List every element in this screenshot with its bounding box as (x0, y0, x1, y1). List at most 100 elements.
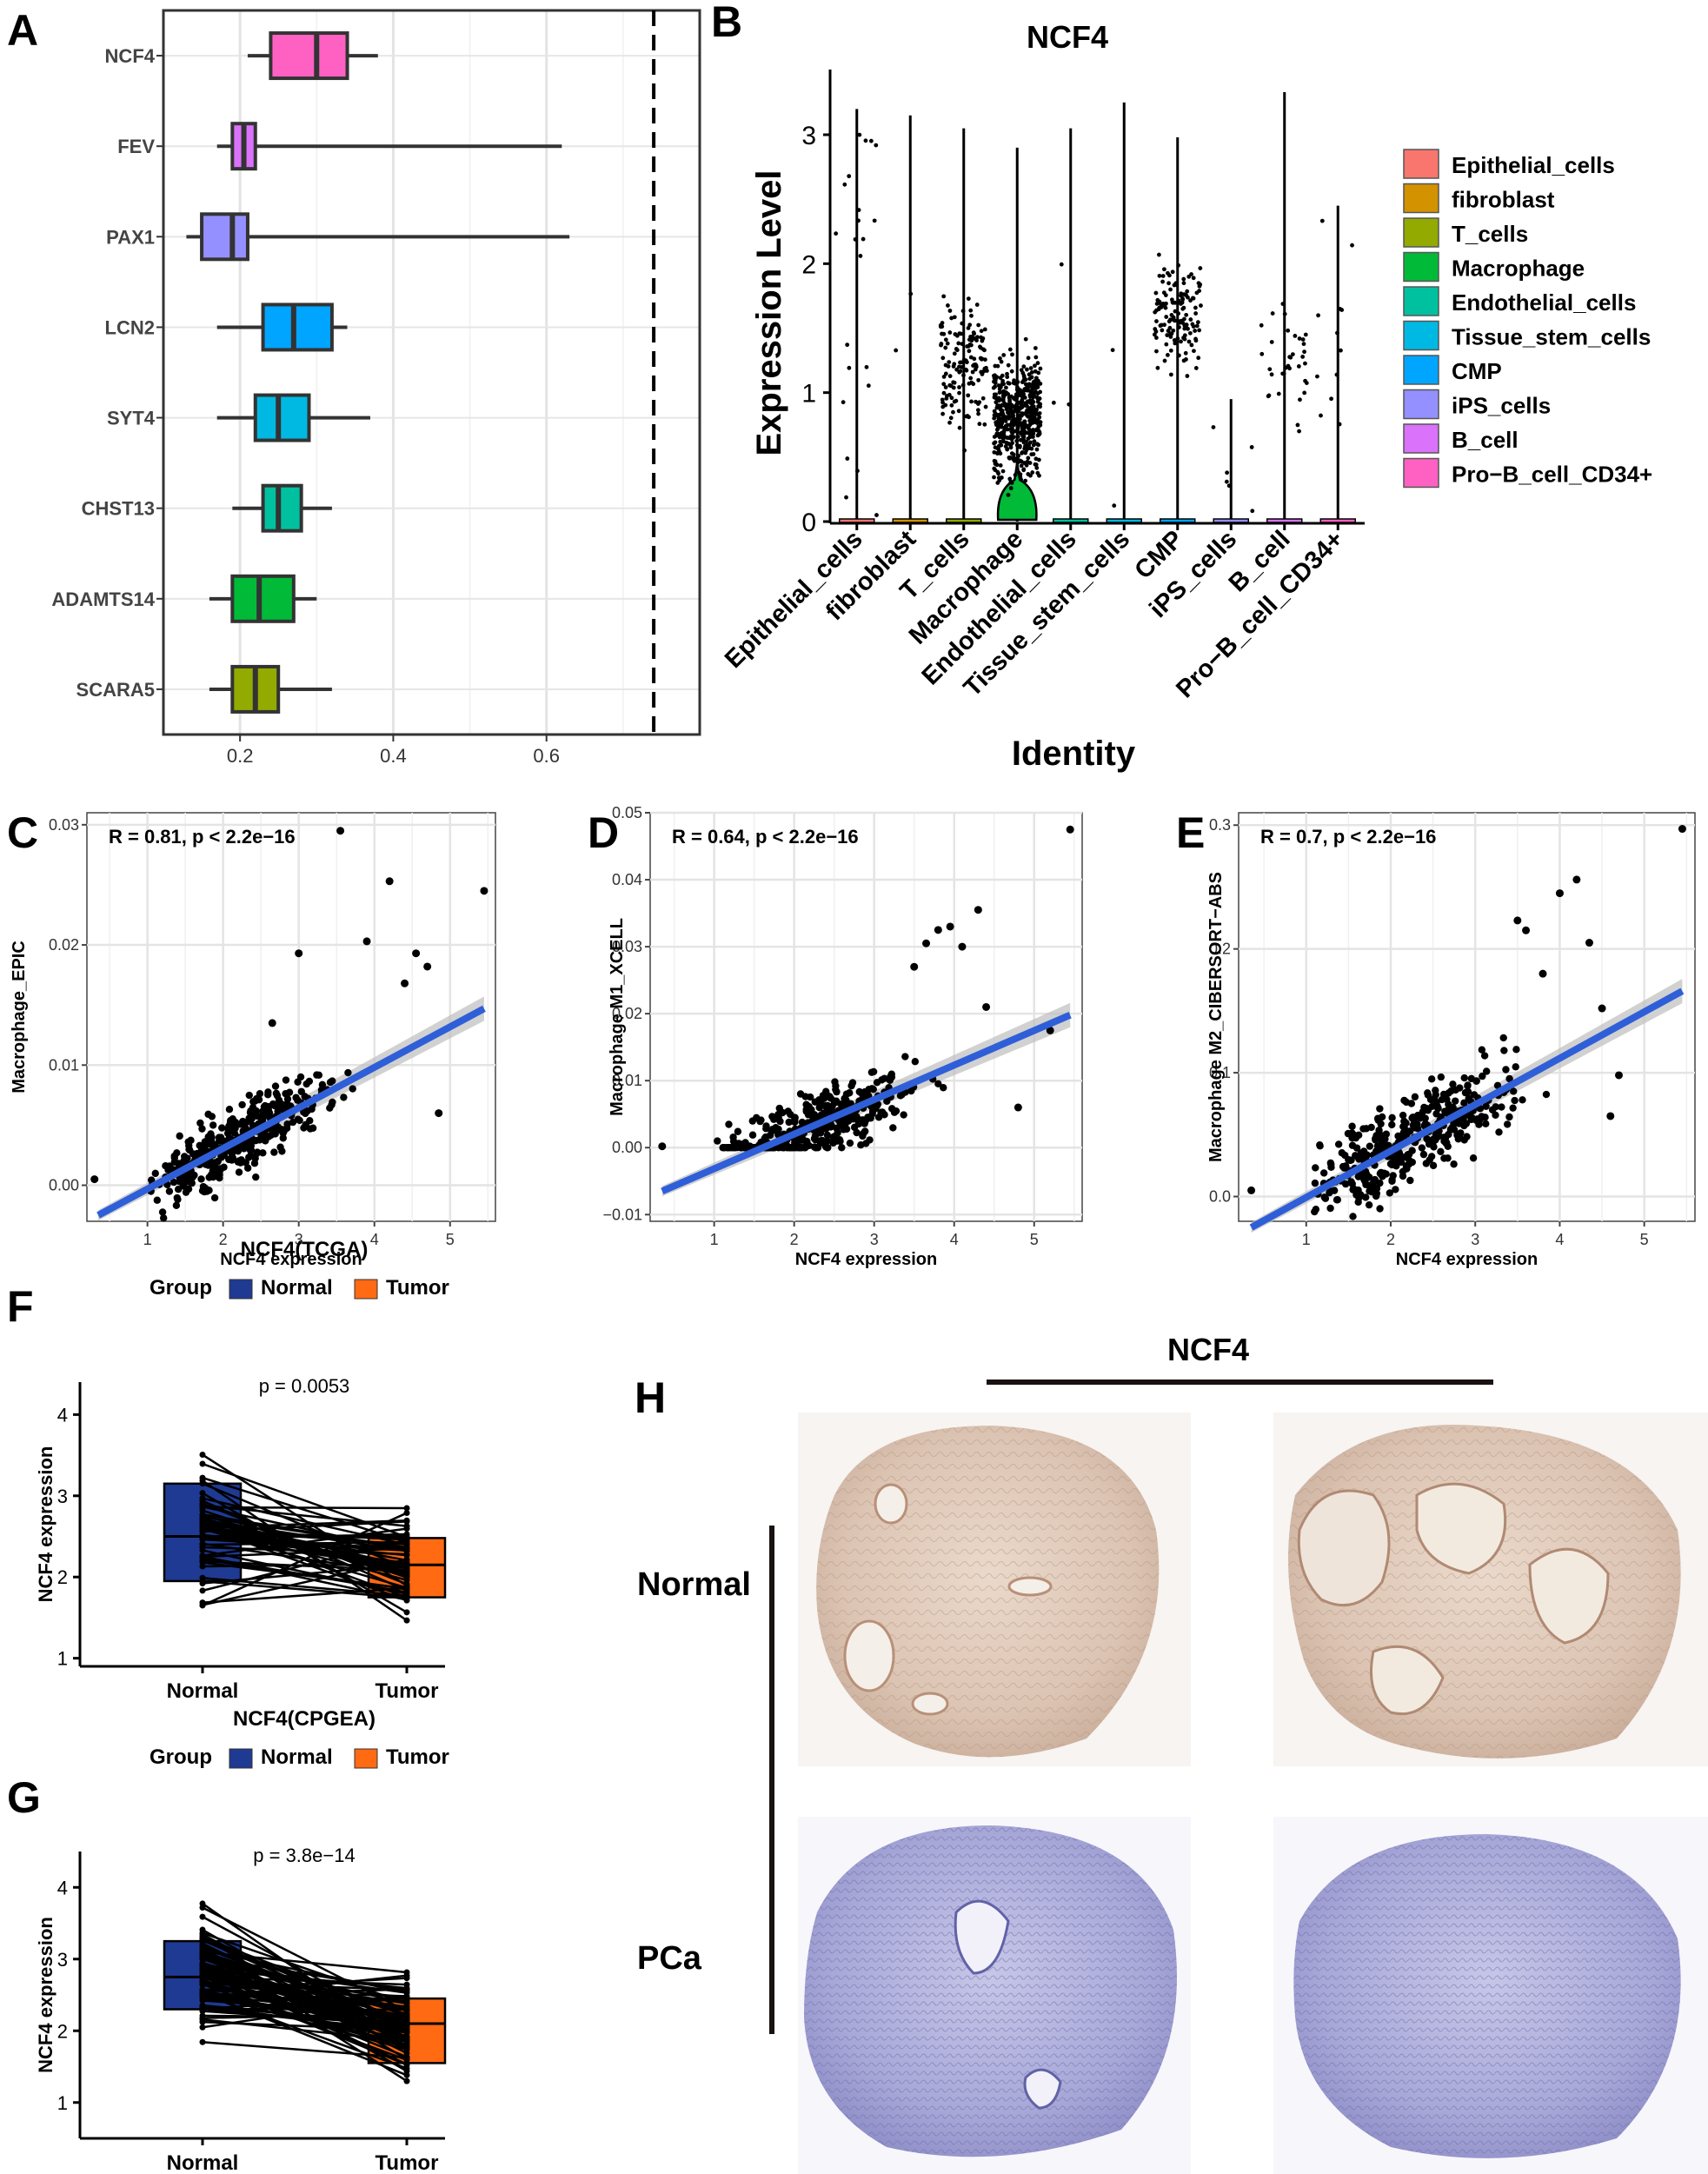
y-tick-label: FEV (117, 136, 155, 157)
data-point (1585, 939, 1593, 947)
data-point (934, 926, 942, 934)
data-point (169, 1178, 178, 1187)
data-point (1037, 473, 1041, 478)
data-point (1298, 397, 1302, 402)
data-point (856, 208, 861, 212)
data-point (1335, 330, 1339, 336)
box (200, 212, 249, 262)
data-point (748, 1131, 757, 1139)
data-point (1157, 252, 1161, 257)
data-point (1160, 279, 1165, 284)
data-point (1033, 355, 1039, 360)
data-point (1319, 413, 1323, 418)
data-point (302, 1080, 310, 1088)
data-point (810, 1134, 819, 1143)
data-point (962, 448, 967, 453)
data-point (1008, 480, 1014, 484)
data-point (1033, 411, 1038, 416)
data-point (1406, 1176, 1414, 1185)
data-point (1464, 1087, 1472, 1096)
data-point (1315, 374, 1319, 379)
data-point (1376, 1205, 1384, 1213)
data-point (1182, 336, 1187, 342)
data-point (1333, 1196, 1341, 1204)
data-point (815, 1103, 823, 1112)
data-point (199, 1452, 206, 1459)
fit-line (1249, 987, 1685, 1231)
data-point (729, 1134, 737, 1141)
data-point (816, 1112, 825, 1120)
data-point (1163, 305, 1168, 310)
y-tick-label: −0.01 (602, 1206, 642, 1223)
data-point (999, 431, 1003, 436)
data-point (238, 1100, 246, 1109)
data-point (1161, 290, 1166, 296)
data-point (1452, 1097, 1459, 1105)
data-point (1067, 402, 1072, 407)
data-point (908, 291, 914, 296)
legend-swatch (354, 1748, 378, 1769)
data-point (982, 422, 987, 427)
data-point (1030, 385, 1034, 390)
data-point (175, 1160, 183, 1167)
data-point (971, 382, 976, 387)
y-tick-label: NCF4 (105, 45, 156, 67)
legend-swatch (1403, 149, 1439, 179)
data-point (1354, 1173, 1363, 1180)
data-point (1402, 1119, 1410, 1127)
data-point (1033, 456, 1039, 462)
data-point (951, 409, 955, 415)
data-point (1450, 1120, 1458, 1128)
box (261, 483, 303, 533)
data-point (982, 1002, 991, 1011)
data-point (1365, 1200, 1373, 1209)
data-point (979, 329, 984, 334)
data-point (978, 345, 983, 350)
violin-body (946, 518, 982, 523)
data-point (966, 393, 971, 398)
data-point (176, 1132, 183, 1140)
data-point (199, 1992, 206, 1999)
data-point (829, 1139, 837, 1147)
data-point (1033, 363, 1037, 369)
data-point (401, 979, 409, 987)
data-point (846, 1139, 854, 1147)
data-point (857, 132, 862, 137)
data-point (1186, 274, 1192, 279)
data-point (218, 1124, 226, 1132)
data-point (954, 333, 960, 338)
data-point (967, 322, 973, 328)
data-point (1378, 1140, 1386, 1147)
data-point (770, 1127, 778, 1134)
data-point (403, 1546, 410, 1552)
chart-title: NCF4(TCGA) (241, 1238, 369, 1261)
data-point (1038, 389, 1042, 395)
x-tick-label: 3 (1471, 1231, 1479, 1248)
data-point (326, 1104, 334, 1112)
data-point (228, 1155, 236, 1164)
data-point (1185, 374, 1190, 378)
data-point (1482, 1067, 1491, 1075)
data-point (1513, 916, 1522, 925)
data-point (1155, 365, 1160, 370)
data-point (199, 1552, 206, 1559)
data-point (1304, 381, 1309, 386)
data-point (1334, 1140, 1343, 1148)
legend-label: Endothelial_cells (1452, 289, 1636, 316)
data-point (957, 390, 961, 396)
data-point (1196, 356, 1201, 361)
data-point (403, 2061, 410, 2068)
data-point (1007, 455, 1012, 461)
data-point (976, 377, 981, 382)
data-point (235, 1157, 243, 1165)
data-point (1319, 1169, 1328, 1177)
pair-line (202, 1951, 408, 1974)
data-point (958, 942, 967, 951)
data-point (295, 949, 303, 958)
data-point (336, 827, 345, 835)
data-point (1026, 455, 1031, 461)
data-point (1010, 352, 1014, 357)
data-point (243, 1164, 252, 1172)
y-tick-label: SCARA5 (76, 679, 155, 701)
